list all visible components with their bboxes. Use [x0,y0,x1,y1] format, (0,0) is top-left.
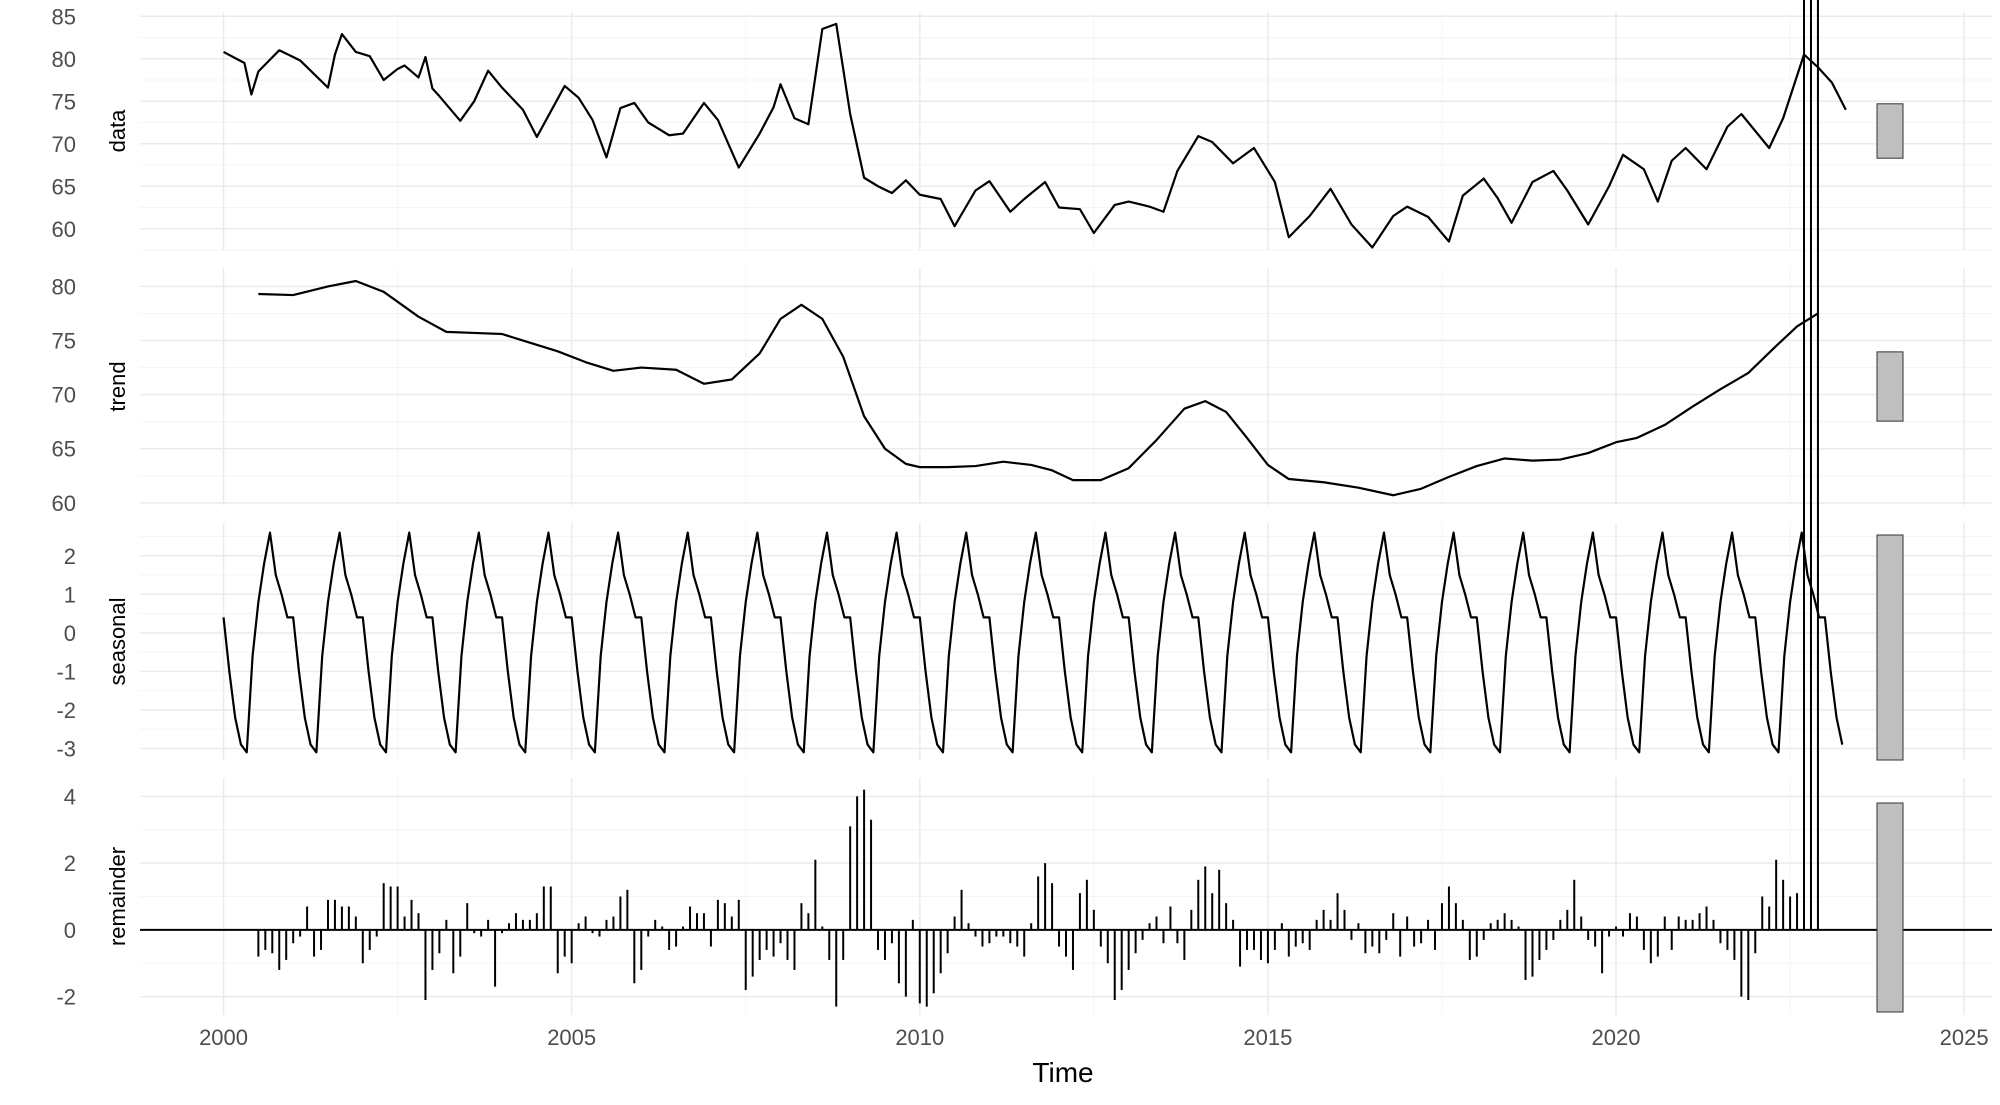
panel-trend: 60 65 70 75 80 trend [52,268,1992,516]
x-axis-title: Time [1032,1057,1093,1088]
y-tick-label: 0 [64,918,76,943]
y-axis-title-seasonal: seasonal [105,597,130,685]
y-tick-label: -1 [56,659,76,684]
scale-bar-seasonal [1876,534,1904,761]
y-tick-label: 4 [64,784,76,809]
x-tick-label: 2025 [1940,1025,1989,1050]
panel-data: 60 65 70 75 80 85 data [52,4,1992,251]
panel-background [140,12,1992,250]
y-tick-label: 75 [52,329,76,354]
y-axis-title-trend: trend [105,361,130,411]
y-tick-label: 70 [52,383,76,408]
y-tick-label: 65 [52,174,76,199]
y-tick-label: 85 [52,4,76,29]
y-tick-label: 0 [64,621,76,646]
series-line-seasonal [222,531,1844,754]
scale-bar-remainder [1876,802,1904,1013]
y-tick-label: 80 [52,274,76,299]
y-tick-label: 1 [64,582,76,607]
y-tick-label: 65 [52,437,76,462]
y-tick-label: 70 [52,132,76,157]
y-tick-label: 60 [52,217,76,242]
x-tick-label: 2020 [1592,1025,1641,1050]
x-tick-label: 2005 [547,1025,596,1050]
y-tick-label: 2 [64,851,76,876]
y-tick-label: -2 [56,698,76,723]
panel-seasonal: -3 -2 -1 0 1 2 seasonal [56,523,1992,761]
y-tick-label: 60 [52,491,76,516]
y-axis-title-remainder: remainder [105,847,130,946]
y-tick-label: -2 [56,985,76,1010]
x-tick-label: 2015 [1243,1025,1292,1050]
panel-background [140,268,1992,505]
x-axis: 2000 2005 2010 2015 2020 2025 [199,1025,1989,1050]
y-tick-label: 2 [64,544,76,569]
y-tick-label: 75 [52,89,76,114]
scale-bar-data [1876,103,1904,159]
panel-remainder: -2 0 2 4 remainder [56,0,1992,1015]
y-tick-label: -3 [56,736,76,761]
y-axis-title-data: data [105,109,130,153]
chart-panels: 60 65 70 75 80 85 data 60 65 70 75 80 trend -3 -2 -1 0 1 2… [52,0,1992,1015]
series-line-trend [258,279,1819,497]
y-tick-label: 80 [52,47,76,72]
x-tick-label: 2010 [895,1025,944,1050]
series-line-data [223,22,1847,249]
panel-background [140,523,1992,760]
scale-bar-trend [1876,351,1904,422]
x-tick-label: 2000 [199,1025,248,1050]
